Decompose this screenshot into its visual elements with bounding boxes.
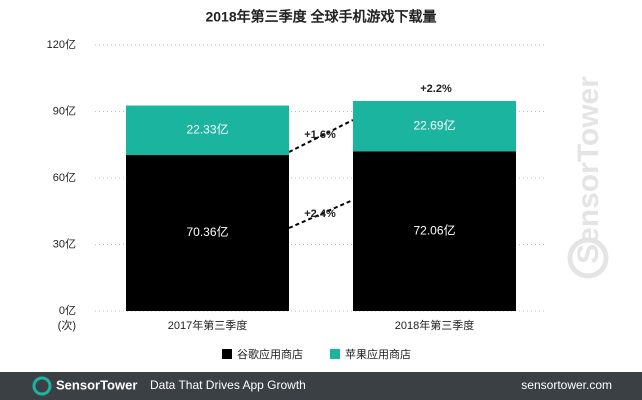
legend-label: 谷歌应用商店 [237,347,303,361]
annotation: +2.4% [304,208,336,220]
bar-segment [126,155,289,311]
bar-segment [353,151,516,311]
legend-label: 苹果应用商店 [345,347,411,361]
y-tick-label: 120亿 [47,38,76,51]
bar-segment [353,100,516,152]
watermark-icon [567,237,609,279]
value-label: 72.06亿 [413,222,455,237]
footer-tagline: Data That Drives App Growth [150,378,306,392]
value-label: 70.36亿 [186,224,228,239]
watermark: SensorTower [567,76,609,279]
y-unit-label: (次) [58,318,76,332]
connector [288,119,354,153]
y-tick-label: 30亿 [53,237,76,250]
annotation: +2.2% [420,83,452,95]
footer-brand: SensorTower [56,377,137,392]
value-label: 22.69亿 [413,117,455,132]
legend-swatch [330,349,340,359]
x-tick-label: 2017年第三季度 [168,318,247,332]
footer-logo [32,376,52,396]
y-tick-label: 0亿 [59,304,76,317]
annotation: +1.6% [304,129,336,141]
y-tick-label: 90亿 [53,104,76,117]
chart-title: 2018年第三季度 全球手机游戏下载量 [205,9,436,25]
x-tick-label: 2018年第三季度 [395,318,474,332]
value-label: 22.33亿 [186,121,228,136]
watermark-text: SensorTower [572,76,605,264]
footer-url: sensortower.com [521,378,612,392]
connector [288,199,354,229]
legend-swatch [222,349,232,359]
footer-bar [0,372,642,400]
y-tick-label: 60亿 [53,171,76,184]
bar-segment [126,105,289,156]
